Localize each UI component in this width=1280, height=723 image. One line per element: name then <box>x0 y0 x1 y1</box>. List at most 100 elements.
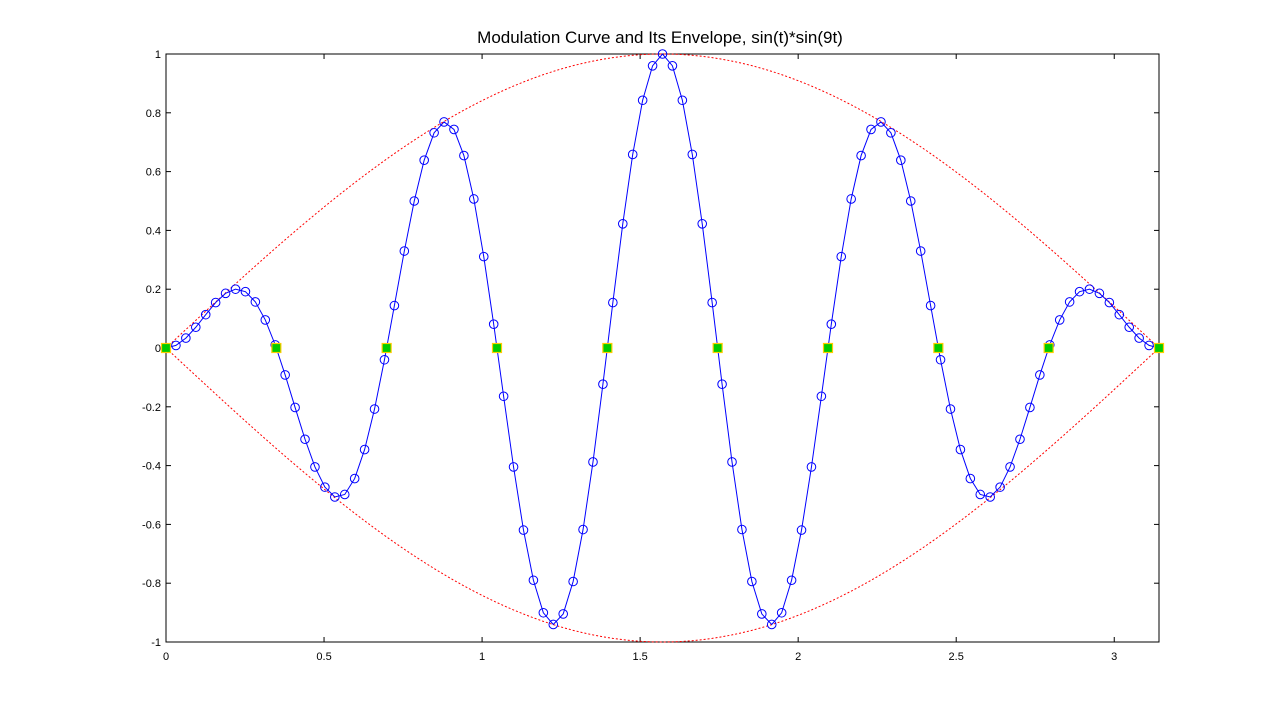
curve-point-marker <box>1054 315 1065 325</box>
curve-point-marker <box>1084 284 1095 294</box>
curve-point-marker <box>677 95 688 106</box>
chart-title: Modulation Curve and Its Envelope, sin(t… <box>477 28 843 47</box>
curve-point-marker <box>697 219 708 229</box>
y-tick-label: -0.6 <box>142 519 161 531</box>
curve-point-marker <box>886 127 896 138</box>
y-tick-label: -0.8 <box>142 578 161 590</box>
curve-point-marker <box>1025 402 1035 413</box>
curve-point-marker <box>359 444 370 455</box>
curve-point-marker <box>548 619 559 630</box>
curve-point-marker <box>866 124 876 135</box>
curve-point-marker <box>717 379 727 389</box>
curve-point-marker <box>528 575 539 586</box>
curve-point-marker <box>419 155 429 165</box>
curve-point-marker <box>538 607 549 618</box>
curve-point-marker <box>320 482 330 492</box>
curve-point-marker <box>687 149 698 160</box>
curve-point-marker <box>379 354 390 365</box>
curve-point-marker <box>230 284 241 294</box>
curve-point-marker <box>469 194 479 204</box>
curve-point-marker <box>171 340 181 351</box>
curve-point-marker <box>508 462 519 472</box>
y-tick-label: 0.2 <box>146 284 161 296</box>
curve-point-marker <box>647 61 658 71</box>
curve-point-marker <box>250 297 261 307</box>
curve-point-marker <box>1064 297 1075 307</box>
zero-crossing-marker <box>712 342 723 354</box>
curve-point-marker <box>459 150 469 161</box>
curve-point-marker <box>578 524 588 535</box>
curve-point-marker <box>667 61 678 71</box>
curve-point-marker <box>637 95 648 106</box>
curve-point-marker <box>1144 340 1154 351</box>
x-tick-label: 2.5 <box>949 651 964 663</box>
curve-point-marker <box>1094 288 1105 299</box>
curve-point-marker <box>905 196 916 206</box>
curve-point-marker <box>518 525 529 535</box>
curve-point-marker <box>657 49 668 59</box>
y-tick-label: -1 <box>151 637 161 649</box>
curve-point-marker <box>280 370 290 380</box>
curve-point-marker <box>200 309 211 320</box>
curve-point-marker <box>975 489 986 500</box>
curve-point-marker <box>568 576 578 587</box>
y-tick-label: 0.6 <box>146 167 161 179</box>
curve-point-marker <box>945 404 956 414</box>
lower-envelope-line <box>165 347 1160 643</box>
curve-point-marker <box>339 489 350 500</box>
x-tick-label: 0 <box>163 651 169 663</box>
zero-crossing-marker <box>933 342 944 354</box>
upper-envelope-line <box>165 53 1160 349</box>
curve-point-marker <box>836 251 847 262</box>
curve-point-marker <box>1015 434 1025 445</box>
curve-point-marker <box>478 251 489 262</box>
curve-point-marker <box>1134 333 1144 343</box>
curve-point-marker <box>181 333 191 343</box>
curve-point-marker <box>786 575 797 586</box>
curve-point-marker <box>399 246 410 256</box>
curve-point-marker <box>1074 286 1085 297</box>
curve-point-marker <box>488 319 499 329</box>
curve-point-marker <box>747 576 757 587</box>
x-tick-label: 1 <box>479 651 485 663</box>
curve-point-marker <box>220 288 231 299</box>
y-tick-label: -0.4 <box>142 461 161 473</box>
zero-crossing-markers <box>160 342 1165 354</box>
curve-point-marker <box>766 619 777 630</box>
curve-point-marker <box>1035 370 1045 380</box>
curve-point-marker <box>896 155 906 165</box>
curve-point-marker <box>210 297 221 308</box>
curve-point-marker <box>449 124 459 135</box>
curve-point-marker <box>429 127 439 138</box>
envelope-lines <box>165 53 1160 643</box>
curve-markers <box>161 49 1164 630</box>
curve-point-marker <box>796 525 807 535</box>
curve-point-marker <box>498 391 509 402</box>
curve-point-marker <box>190 322 201 333</box>
curve-point-marker <box>776 607 787 618</box>
curve-point-marker <box>727 457 737 467</box>
curve-point-marker <box>846 194 856 204</box>
curve-point-marker <box>349 473 360 484</box>
curve-point-marker <box>707 297 717 308</box>
curve-point-marker <box>965 473 976 484</box>
curve-point-marker <box>816 391 827 402</box>
curve-point-marker <box>598 379 608 390</box>
x-axis: 0 0.5 1 1.5 2 2.5 3 <box>163 54 1117 663</box>
curve-point-marker <box>300 434 310 445</box>
zero-crossing-marker <box>160 342 172 354</box>
curve-point-marker <box>985 492 995 502</box>
x-tick-label: 2 <box>795 651 801 663</box>
curve-point-marker <box>757 609 767 619</box>
curve-point-marker <box>925 300 936 311</box>
zero-crossing-marker <box>1043 342 1054 354</box>
curve-point-marker <box>608 297 618 308</box>
curve-point-marker <box>627 149 638 160</box>
plot-area <box>165 53 1160 643</box>
curve-point-marker <box>240 286 251 297</box>
zero-crossing-marker <box>271 342 282 354</box>
curve-point-marker <box>330 492 340 502</box>
x-tick-label: 3 <box>1111 651 1117 663</box>
zero-crossing-marker <box>602 342 613 354</box>
zero-crossing-marker <box>1153 342 1165 354</box>
